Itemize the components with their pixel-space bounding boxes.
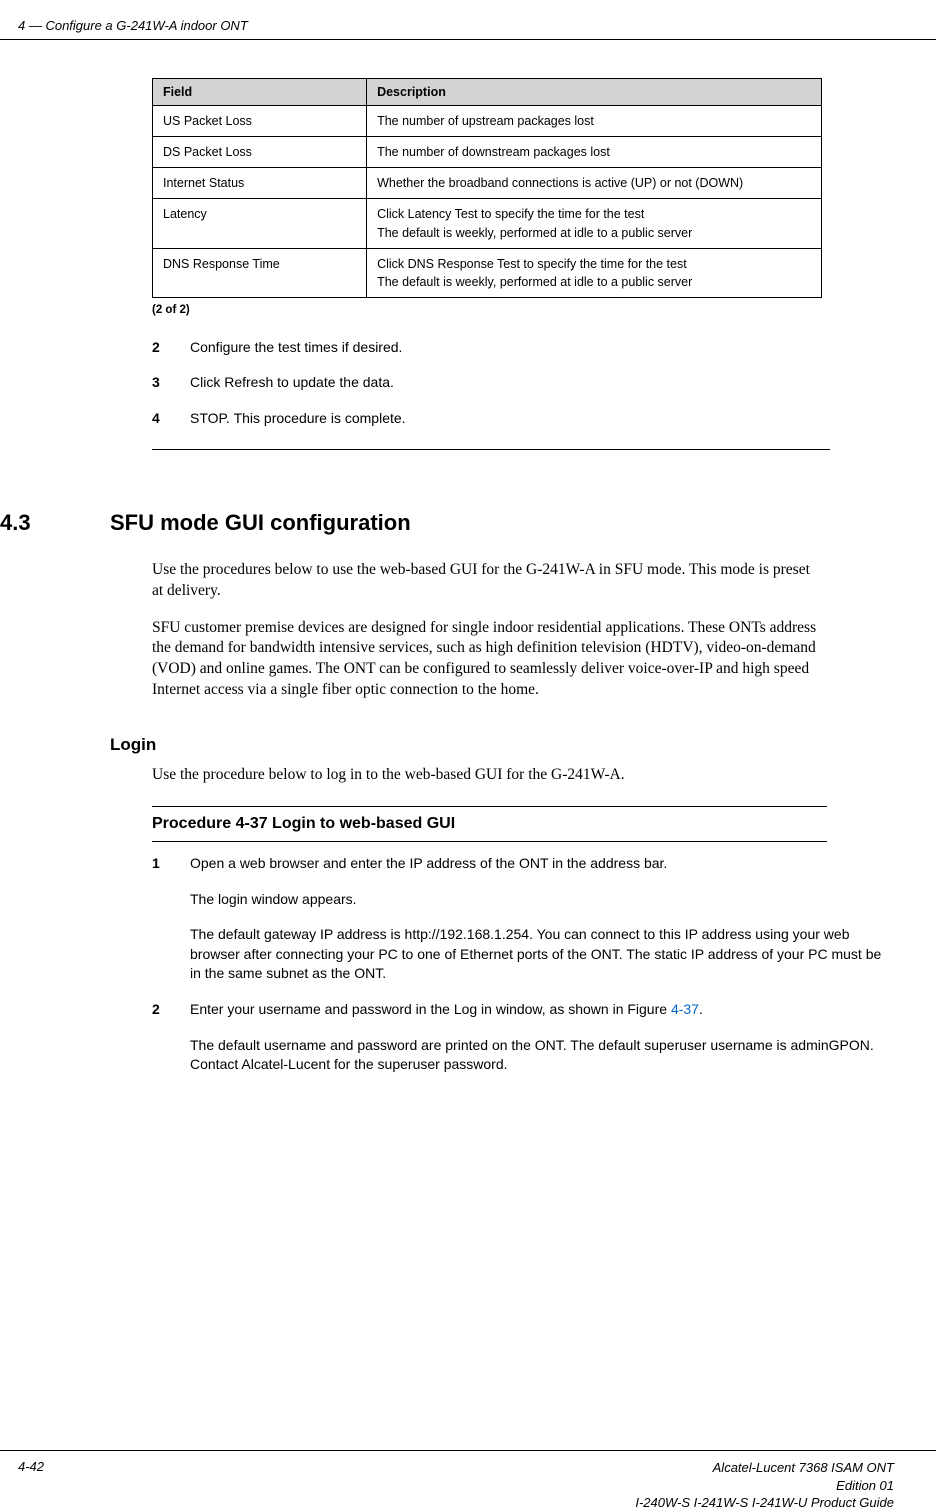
- cell-text: Click DNS Response Test to specify the t…: [377, 257, 692, 289]
- step-block: Open a web browser and enter the IP addr…: [190, 854, 894, 984]
- table-row: Latency Click Latency Test to specify th…: [153, 199, 822, 248]
- table-header-field: Field: [153, 79, 367, 106]
- procedure-steps-top: 2 Configure the test times if desired. 3…: [152, 338, 894, 429]
- table-row: US Packet Loss The number of upstream pa…: [153, 106, 822, 137]
- step-number: 4: [152, 409, 190, 429]
- step-para: The default gateway IP address is http:/…: [190, 925, 894, 984]
- table-cell-field: DS Packet Loss: [153, 137, 367, 168]
- body-paragraph: SFU customer premise devices are designe…: [152, 618, 822, 702]
- step-para: The default username and password are pr…: [190, 1036, 894, 1075]
- step-item: 1 Open a web browser and enter the IP ad…: [152, 854, 894, 984]
- step-block: Enter your username and password in the …: [190, 1000, 894, 1075]
- step-text: Click Refresh to update the data.: [190, 373, 894, 393]
- step-number: 2: [152, 1000, 190, 1075]
- footer-product: Alcatel-Lucent 7368 ISAM ONT: [635, 1459, 894, 1477]
- section-title: SFU mode GUI configuration: [110, 510, 411, 536]
- figure-link[interactable]: 4-37: [671, 1001, 699, 1017]
- step-item: 2 Configure the test times if desired.: [152, 338, 894, 358]
- step-para: The login window appears.: [190, 890, 894, 910]
- table-caption: (2 of 2): [152, 304, 894, 316]
- table-cell-desc: The number of downstream packages lost: [367, 137, 822, 168]
- table-cell-desc: Whether the broadband connections is act…: [367, 168, 822, 199]
- table-row: Internet Status Whether the broadband co…: [153, 168, 822, 199]
- page-header: 4 — Configure a G-241W-A indoor ONT: [0, 0, 936, 40]
- table-header-row: Field Description: [153, 79, 822, 106]
- step-number: 2: [152, 338, 190, 358]
- step-text-post: .: [699, 1001, 703, 1017]
- table-cell-desc: The number of upstream packages lost: [367, 106, 822, 137]
- table-cell-field: Internet Status: [153, 168, 367, 199]
- table-cell-desc: Click DNS Response Test to specify the t…: [367, 248, 822, 297]
- sub-heading-login: Login: [110, 735, 894, 755]
- table-header-description: Description: [367, 79, 822, 106]
- section-heading-row: 4.3 SFU mode GUI configuration: [42, 510, 894, 536]
- step-text: Configure the test times if desired.: [190, 338, 894, 358]
- page-content: Field Description US Packet Loss The num…: [0, 40, 936, 1075]
- footer-right-block: Alcatel-Lucent 7368 ISAM ONT Edition 01 …: [635, 1459, 894, 1512]
- step-text: STOP. This procedure is complete.: [190, 409, 894, 429]
- field-description-table: Field Description US Packet Loss The num…: [152, 78, 822, 298]
- footer-guide: I-240W-S I-241W-S I-241W-U Product Guide: [635, 1494, 894, 1512]
- table-cell-field: Latency: [153, 199, 367, 248]
- procedure-divider-bottom: [152, 841, 827, 842]
- section-divider: [152, 449, 830, 450]
- procedure-title: Procedure 4-37 Login to web-based GUI: [152, 815, 894, 833]
- procedure-steps-bottom: 1 Open a web browser and enter the IP ad…: [152, 854, 894, 1075]
- cell-text: Click Latency Test to specify the time f…: [377, 207, 692, 239]
- footer-edition: Edition 01: [635, 1477, 894, 1495]
- table-cell-field: US Packet Loss: [153, 106, 367, 137]
- page-footer: 4-42 Alcatel-Lucent 7368 ISAM ONT Editio…: [0, 1450, 936, 1457]
- table-row: DNS Response Time Click DNS Response Tes…: [153, 248, 822, 297]
- step-item: 2 Enter your username and password in th…: [152, 1000, 894, 1075]
- page-number: 4-42: [18, 1459, 44, 1474]
- section-number: 4.3: [0, 510, 110, 536]
- step-text: Open a web browser and enter the IP addr…: [190, 854, 894, 874]
- procedure-divider-top: [152, 806, 827, 807]
- step-text-pre: Enter your username and password in the …: [190, 1001, 671, 1017]
- header-text: 4 — Configure a G-241W-A indoor ONT: [18, 18, 248, 33]
- table-row: DS Packet Loss The number of downstream …: [153, 137, 822, 168]
- step-item: 4 STOP. This procedure is complete.: [152, 409, 894, 429]
- table-cell-field: DNS Response Time: [153, 248, 367, 297]
- step-number: 1: [152, 854, 190, 984]
- step-text: Enter your username and password in the …: [190, 1000, 894, 1020]
- body-paragraph: Use the procedure below to log in to the…: [152, 765, 822, 786]
- step-item: 3 Click Refresh to update the data.: [152, 373, 894, 393]
- step-number: 3: [152, 373, 190, 393]
- body-paragraph: Use the procedures below to use the web-…: [152, 560, 822, 602]
- table-cell-desc: Click Latency Test to specify the time f…: [367, 199, 822, 248]
